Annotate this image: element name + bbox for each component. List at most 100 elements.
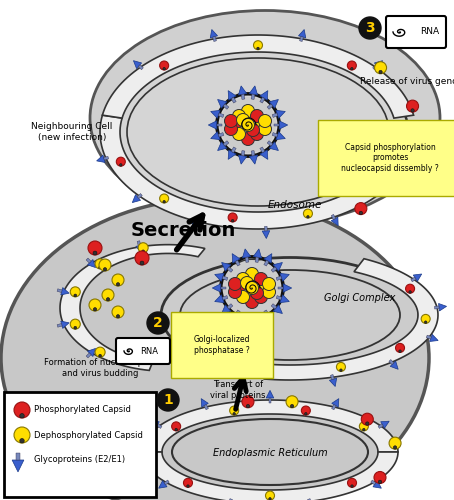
Circle shape <box>20 414 24 418</box>
Polygon shape <box>217 142 227 150</box>
Circle shape <box>183 478 192 488</box>
Circle shape <box>233 412 236 415</box>
Circle shape <box>365 184 375 192</box>
Circle shape <box>253 40 262 50</box>
Polygon shape <box>298 30 306 38</box>
Polygon shape <box>274 124 279 126</box>
Polygon shape <box>429 334 438 342</box>
Circle shape <box>102 289 114 301</box>
Circle shape <box>138 242 148 252</box>
Circle shape <box>359 17 381 39</box>
Polygon shape <box>61 321 69 328</box>
Text: Release of virus genome: Release of virus genome <box>360 78 454 86</box>
Polygon shape <box>381 421 389 428</box>
Circle shape <box>241 276 253 289</box>
Circle shape <box>260 282 272 294</box>
Circle shape <box>95 259 105 269</box>
Circle shape <box>262 278 276 290</box>
Text: RNA: RNA <box>420 28 439 36</box>
Polygon shape <box>264 310 269 316</box>
Circle shape <box>269 498 271 500</box>
Circle shape <box>142 250 144 252</box>
Polygon shape <box>142 400 398 452</box>
Text: Capsid phosphorylation
promotes
nucleocapsid dissembly ?: Capsid phosphorylation promotes nucleoca… <box>341 143 439 173</box>
Circle shape <box>251 286 263 300</box>
Polygon shape <box>260 97 265 103</box>
Circle shape <box>363 428 365 431</box>
Circle shape <box>232 128 246 140</box>
Ellipse shape <box>1 198 429 500</box>
Polygon shape <box>260 147 265 153</box>
Circle shape <box>220 97 276 153</box>
Circle shape <box>291 404 294 408</box>
FancyBboxPatch shape <box>386 16 446 48</box>
Circle shape <box>350 68 353 70</box>
Circle shape <box>247 124 260 136</box>
Ellipse shape <box>155 408 385 496</box>
Circle shape <box>228 278 242 290</box>
Polygon shape <box>16 453 20 460</box>
Polygon shape <box>279 121 288 129</box>
Polygon shape <box>103 35 414 118</box>
Circle shape <box>406 100 419 112</box>
Text: 1: 1 <box>163 393 173 407</box>
Circle shape <box>232 110 246 122</box>
Ellipse shape <box>180 270 400 360</box>
Polygon shape <box>278 286 283 290</box>
Circle shape <box>286 396 298 408</box>
Polygon shape <box>264 258 438 380</box>
Circle shape <box>89 299 101 311</box>
Text: Glycoproteins (E2/E1): Glycoproteins (E2/E1) <box>34 456 125 464</box>
Circle shape <box>99 354 102 357</box>
Circle shape <box>424 321 427 324</box>
Polygon shape <box>218 113 224 117</box>
Polygon shape <box>133 60 142 68</box>
Circle shape <box>303 209 312 218</box>
Text: Dephosphorylated Capsid: Dephosphorylated Capsid <box>34 430 143 440</box>
Polygon shape <box>255 314 259 319</box>
Polygon shape <box>228 90 236 100</box>
Circle shape <box>347 478 356 488</box>
Polygon shape <box>222 262 231 271</box>
Polygon shape <box>223 104 229 110</box>
Circle shape <box>157 389 179 411</box>
Polygon shape <box>104 156 109 160</box>
Polygon shape <box>253 249 262 258</box>
Circle shape <box>305 412 307 415</box>
Polygon shape <box>276 276 282 280</box>
Circle shape <box>393 446 397 449</box>
Polygon shape <box>61 288 69 295</box>
Circle shape <box>106 298 110 301</box>
Polygon shape <box>373 65 378 70</box>
Polygon shape <box>331 374 334 380</box>
Circle shape <box>228 213 237 222</box>
Polygon shape <box>222 276 228 280</box>
Circle shape <box>104 268 107 271</box>
Circle shape <box>255 290 267 304</box>
Circle shape <box>336 362 345 372</box>
Circle shape <box>94 308 97 311</box>
Circle shape <box>228 286 242 298</box>
Polygon shape <box>280 274 289 281</box>
Circle shape <box>340 369 342 372</box>
Bar <box>4 392 156 497</box>
Polygon shape <box>222 305 231 314</box>
Polygon shape <box>439 304 447 311</box>
Polygon shape <box>271 267 277 272</box>
Text: Endosome: Endosome <box>268 200 322 210</box>
Polygon shape <box>211 132 220 140</box>
Polygon shape <box>195 218 199 224</box>
Circle shape <box>224 114 237 128</box>
Polygon shape <box>208 121 217 129</box>
Polygon shape <box>411 277 416 282</box>
Circle shape <box>119 164 122 166</box>
Circle shape <box>112 306 124 318</box>
Polygon shape <box>262 230 270 238</box>
Polygon shape <box>260 150 268 160</box>
Text: Secretion: Secretion <box>130 220 236 240</box>
Polygon shape <box>375 60 383 68</box>
Polygon shape <box>390 361 398 370</box>
Polygon shape <box>142 452 398 500</box>
Polygon shape <box>331 404 336 410</box>
Circle shape <box>389 437 401 449</box>
